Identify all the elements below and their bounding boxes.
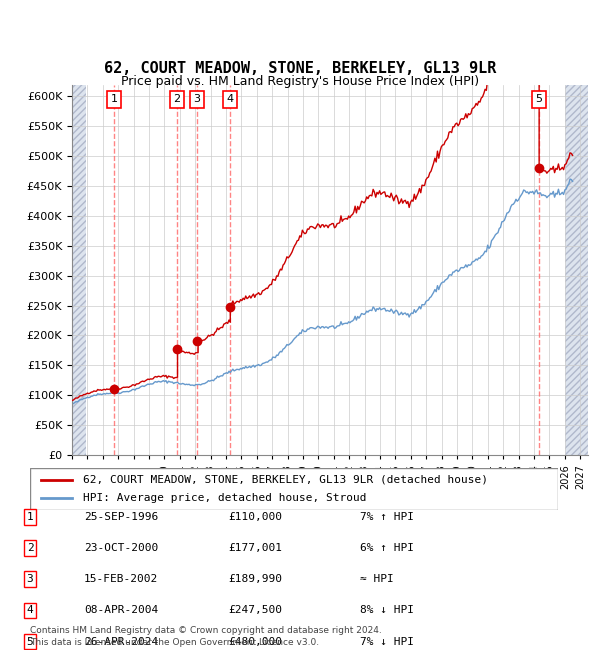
Text: 7% ↑ HPI: 7% ↑ HPI xyxy=(360,512,414,522)
Text: 2: 2 xyxy=(173,94,181,104)
Text: 5: 5 xyxy=(26,636,34,647)
Text: 7% ↓ HPI: 7% ↓ HPI xyxy=(360,636,414,647)
Text: 4: 4 xyxy=(227,94,234,104)
Text: 23-OCT-2000: 23-OCT-2000 xyxy=(84,543,158,553)
Text: £480,000: £480,000 xyxy=(228,636,282,647)
Text: £189,990: £189,990 xyxy=(228,574,282,584)
Text: 15-FEB-2002: 15-FEB-2002 xyxy=(84,574,158,584)
Text: Contains HM Land Registry data © Crown copyright and database right 2024.: Contains HM Land Registry data © Crown c… xyxy=(30,626,382,635)
Text: £110,000: £110,000 xyxy=(228,512,282,522)
Text: 5: 5 xyxy=(536,94,542,104)
Text: 6% ↑ HPI: 6% ↑ HPI xyxy=(360,543,414,553)
FancyBboxPatch shape xyxy=(30,468,558,510)
Text: 62, COURT MEADOW, STONE, BERKELEY, GL13 9LR: 62, COURT MEADOW, STONE, BERKELEY, GL13 … xyxy=(104,60,496,76)
Text: 4: 4 xyxy=(26,605,34,616)
Text: 08-APR-2004: 08-APR-2004 xyxy=(84,605,158,616)
Text: £247,500: £247,500 xyxy=(228,605,282,616)
Text: 62, COURT MEADOW, STONE, BERKELEY, GL13 9LR (detached house): 62, COURT MEADOW, STONE, BERKELEY, GL13 … xyxy=(83,475,488,485)
Text: HPI: Average price, detached house, Stroud: HPI: Average price, detached house, Stro… xyxy=(83,493,366,503)
Text: 2: 2 xyxy=(26,543,34,553)
Text: 1: 1 xyxy=(110,94,118,104)
Text: This data is licensed under the Open Government Licence v3.0.: This data is licensed under the Open Gov… xyxy=(30,638,319,647)
Text: 3: 3 xyxy=(26,574,34,584)
Text: 26-APR-2024: 26-APR-2024 xyxy=(84,636,158,647)
Text: 3: 3 xyxy=(194,94,200,104)
Text: Price paid vs. HM Land Registry's House Price Index (HPI): Price paid vs. HM Land Registry's House … xyxy=(121,75,479,88)
Text: £177,001: £177,001 xyxy=(228,543,282,553)
Text: 25-SEP-1996: 25-SEP-1996 xyxy=(84,512,158,522)
Text: 8% ↓ HPI: 8% ↓ HPI xyxy=(360,605,414,616)
Bar xyxy=(72,84,86,455)
Bar xyxy=(565,84,596,455)
Text: 1: 1 xyxy=(26,512,34,522)
Text: ≈ HPI: ≈ HPI xyxy=(360,574,394,584)
